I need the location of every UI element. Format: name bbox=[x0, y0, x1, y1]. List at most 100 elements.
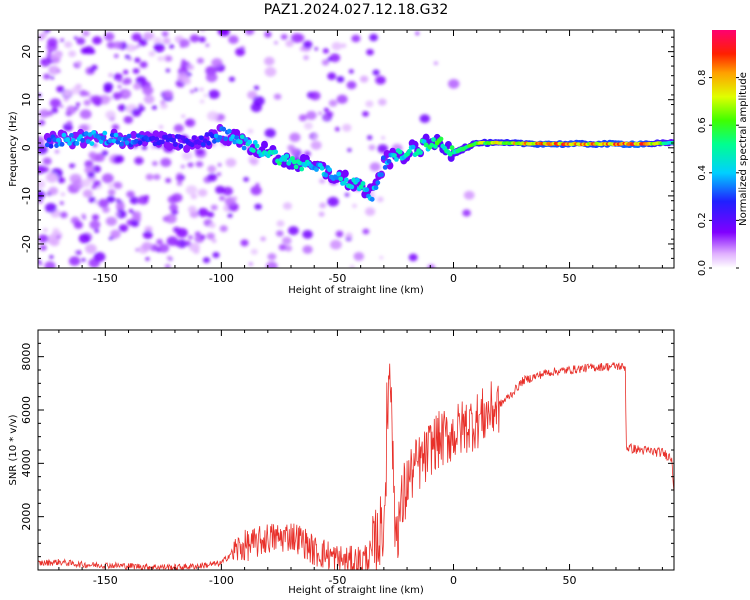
spectrogram-cell bbox=[206, 140, 212, 146]
colorbar-tick-label: 0.6 bbox=[697, 117, 708, 133]
spectrogram-cell bbox=[225, 158, 237, 168]
colorbar-ticks: 0.0 0.2 0.4 0.6 0.8 bbox=[697, 70, 739, 276]
spectrogram-cell bbox=[372, 69, 380, 76]
spectrogram-cell bbox=[42, 157, 52, 165]
spectrogram-cell bbox=[165, 178, 172, 183]
spectrogram-cell bbox=[87, 132, 93, 138]
spectrogram-heatmap bbox=[38, 30, 674, 268]
spectrogram-cell bbox=[323, 107, 330, 113]
spectrogram-cell bbox=[117, 78, 122, 83]
spectrogram-cell bbox=[66, 120, 73, 126]
spectrogram-cell bbox=[217, 163, 222, 167]
spectrogram-cell bbox=[102, 130, 108, 136]
spectrogram-cell bbox=[433, 61, 438, 65]
spectrogram-cell bbox=[75, 83, 82, 90]
spectrogram-cell bbox=[227, 213, 233, 218]
spectrogram-cell bbox=[106, 41, 116, 49]
spectrogram-cell bbox=[264, 66, 277, 77]
spectrogram-cell bbox=[303, 40, 313, 49]
spectrogram-cell bbox=[61, 132, 67, 138]
spectrogram-cell bbox=[38, 136, 45, 146]
spectrogram-cell bbox=[277, 160, 282, 166]
spectrogram-cell bbox=[38, 259, 41, 264]
spectrogram-cell bbox=[463, 190, 475, 200]
spectrogram-cell bbox=[78, 233, 91, 244]
spectrogram-cell bbox=[76, 60, 82, 66]
spectrogram-cell bbox=[145, 173, 154, 181]
spectrogram-cell bbox=[349, 264, 355, 268]
snr-panel: -150 -100 -50 0 50 2000 4000 6000 8000 Height of… bbox=[8, 329, 675, 596]
spectrogram-cell bbox=[48, 143, 54, 149]
spectrogram-cell bbox=[362, 228, 370, 235]
spectrogram-cell bbox=[211, 58, 223, 68]
spectrogram-y-tick-label: -10 bbox=[20, 187, 33, 205]
spectrogram-cell bbox=[250, 248, 258, 255]
spectrogram-cell bbox=[180, 44, 184, 48]
spectrogram-cell bbox=[379, 172, 384, 178]
spectrogram-cell bbox=[63, 97, 69, 102]
spectrogram-cell bbox=[359, 75, 369, 83]
spectrogram-cell bbox=[94, 228, 100, 233]
spectrogram-cell bbox=[132, 211, 142, 219]
spectrogram-cell bbox=[276, 230, 284, 237]
spectrogram-x-tick-label: 0 bbox=[450, 272, 457, 285]
spectrogram-cell bbox=[318, 111, 323, 116]
spectrogram-cell bbox=[369, 162, 381, 172]
spectrogram-cell bbox=[82, 189, 93, 198]
spectrogram-cell bbox=[62, 89, 72, 98]
spectrogram-cell bbox=[115, 139, 121, 145]
spectrogram-cell bbox=[248, 262, 253, 266]
spectrogram-cell bbox=[206, 232, 215, 240]
spectrogram-cell bbox=[195, 161, 204, 168]
spectrogram-cell bbox=[165, 137, 171, 143]
spectrogram-cell bbox=[113, 181, 123, 189]
spectrogram-cell bbox=[415, 31, 420, 35]
spectrogram-cell bbox=[378, 98, 387, 106]
spectrogram-cell bbox=[60, 38, 65, 42]
spectrogram-cell bbox=[293, 164, 299, 170]
spectrogram-cell bbox=[217, 135, 223, 140]
spectrogram-cell bbox=[91, 184, 97, 190]
spectrogram-cell bbox=[199, 99, 205, 104]
spectrogram-cell bbox=[122, 79, 129, 85]
spectrogram-cell bbox=[253, 85, 260, 91]
spectrogram-cell bbox=[323, 115, 330, 121]
spectrogram-cell bbox=[173, 142, 178, 148]
spectrogram-cell bbox=[312, 134, 318, 139]
spectrogram-cell bbox=[103, 82, 114, 91]
spectrogram-cell bbox=[181, 114, 186, 119]
spectrogram-cell bbox=[160, 157, 172, 167]
spectrogram-cell bbox=[188, 235, 193, 240]
spectrogram-cell bbox=[360, 181, 366, 186]
spectrogram-cell bbox=[338, 176, 344, 182]
spectrogram-cell bbox=[92, 36, 102, 45]
spectrogram-cell bbox=[345, 232, 353, 239]
spectrogram-cell bbox=[252, 96, 265, 106]
spectrogram-cell bbox=[159, 125, 164, 129]
spectrogram-cell bbox=[114, 54, 119, 58]
spectrogram-cell bbox=[79, 109, 92, 120]
spectrogram-cell bbox=[240, 239, 249, 247]
spectrogram-cell bbox=[250, 158, 259, 166]
spectrogram-cell bbox=[282, 236, 292, 245]
spectrogram-cell bbox=[122, 136, 128, 142]
spectrogram-cell bbox=[197, 140, 203, 146]
spectrogram-cell bbox=[98, 198, 109, 208]
spectrogram-cell bbox=[207, 111, 219, 121]
spectrogram-cell bbox=[247, 139, 253, 145]
spectrogram-cell bbox=[153, 43, 165, 53]
spectrogram-cell bbox=[302, 230, 313, 239]
spectrogram-cell bbox=[190, 193, 198, 200]
spectrogram-cell bbox=[178, 143, 184, 149]
spectrogram-cell bbox=[176, 181, 183, 186]
spectrogram-cell bbox=[208, 222, 216, 229]
spectrogram-cell bbox=[264, 128, 276, 138]
spectrogram-cell bbox=[125, 44, 136, 52]
spectrogram-cell bbox=[102, 206, 110, 213]
spectrogram-cell bbox=[156, 238, 164, 245]
spectrogram-cell bbox=[336, 94, 348, 104]
spectrogram-cell bbox=[89, 69, 93, 73]
spectrogram-cell bbox=[153, 174, 161, 180]
spectrogram-cell bbox=[202, 138, 208, 144]
spectrogram-cell bbox=[273, 93, 282, 100]
